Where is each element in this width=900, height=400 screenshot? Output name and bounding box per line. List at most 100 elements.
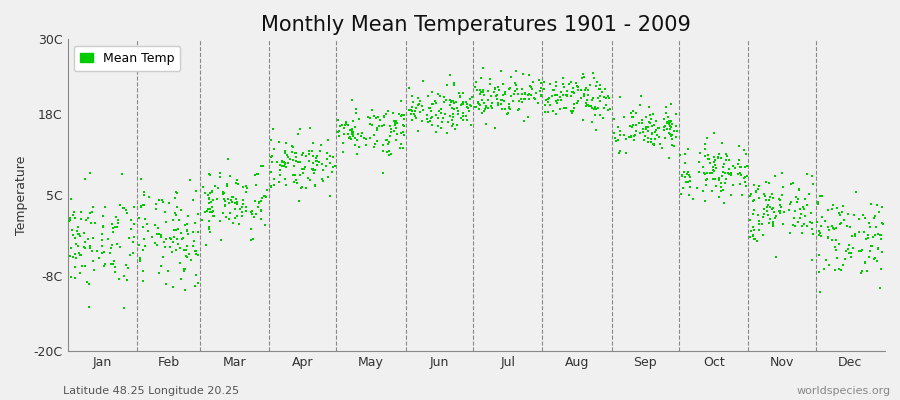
Point: [868, 212, 882, 219]
Point: [626, 108, 641, 114]
Point: [833, 212, 848, 218]
Point: [478, 106, 492, 112]
Point: [292, 197, 306, 204]
Point: [860, 234, 875, 241]
Point: [95, 250, 110, 256]
Point: [230, 201, 244, 207]
Point: [302, 148, 316, 154]
Point: [875, 204, 889, 210]
Point: [498, 106, 512, 112]
Point: [379, 111, 393, 117]
Point: [382, 141, 396, 148]
Point: [769, 214, 783, 221]
Point: [171, 226, 185, 233]
Point: [266, 152, 280, 159]
Point: [154, 234, 168, 241]
Point: [591, 86, 606, 92]
Point: [226, 220, 240, 226]
Point: [298, 164, 312, 170]
Point: [420, 111, 435, 118]
Point: [560, 92, 574, 99]
Point: [853, 248, 868, 254]
Point: [315, 161, 329, 168]
Point: [874, 236, 888, 242]
Point: [867, 256, 881, 263]
Point: [63, 253, 77, 260]
Point: [460, 100, 474, 107]
Point: [812, 228, 826, 234]
Point: [62, 218, 77, 224]
Point: [176, 234, 190, 241]
Point: [174, 230, 188, 236]
Point: [633, 102, 647, 108]
Point: [302, 124, 317, 131]
Point: [699, 176, 714, 182]
Point: [767, 209, 781, 215]
Point: [655, 144, 670, 151]
Point: [338, 120, 353, 127]
Point: [144, 234, 158, 240]
Point: [410, 128, 425, 135]
Point: [793, 215, 807, 222]
Point: [873, 285, 887, 291]
Point: [629, 110, 643, 117]
Point: [453, 94, 467, 100]
Point: [247, 236, 261, 242]
Point: [302, 158, 317, 164]
Point: [564, 108, 579, 114]
Point: [425, 113, 439, 120]
Point: [541, 99, 555, 105]
Point: [456, 90, 471, 96]
Point: [358, 142, 373, 148]
Point: [566, 89, 580, 95]
Point: [508, 67, 523, 74]
Point: [422, 105, 436, 111]
Point: [127, 233, 141, 240]
Point: [711, 175, 725, 182]
Point: [589, 106, 603, 112]
Point: [203, 209, 218, 215]
Point: [720, 152, 734, 159]
Point: [295, 150, 310, 156]
Point: [169, 246, 184, 253]
Point: [462, 108, 476, 114]
Point: [85, 209, 99, 216]
Point: [456, 110, 471, 116]
Point: [265, 183, 279, 190]
Point: [814, 232, 829, 239]
Point: [641, 135, 655, 141]
Point: [783, 198, 797, 205]
Point: [346, 133, 360, 140]
Point: [674, 190, 688, 197]
Point: [814, 288, 828, 295]
Point: [861, 253, 876, 260]
Point: [446, 105, 460, 111]
Point: [148, 222, 162, 228]
Point: [63, 214, 77, 221]
Point: [83, 245, 97, 252]
Point: [302, 150, 316, 157]
Point: [295, 184, 310, 190]
Point: [758, 192, 772, 199]
Point: [567, 90, 581, 96]
Point: [454, 115, 469, 122]
Point: [289, 149, 303, 156]
Point: [247, 214, 261, 220]
Point: [248, 211, 263, 217]
Point: [344, 136, 358, 142]
Point: [301, 175, 315, 181]
Point: [527, 96, 542, 102]
Point: [659, 104, 673, 110]
Point: [98, 261, 112, 267]
Point: [187, 238, 202, 244]
Point: [746, 198, 760, 205]
Point: [508, 88, 522, 94]
Point: [584, 103, 598, 109]
Point: [163, 234, 177, 241]
Point: [626, 122, 641, 128]
Point: [845, 232, 859, 239]
Point: [299, 153, 313, 160]
Point: [122, 252, 137, 258]
Point: [341, 121, 356, 128]
Point: [446, 114, 460, 120]
